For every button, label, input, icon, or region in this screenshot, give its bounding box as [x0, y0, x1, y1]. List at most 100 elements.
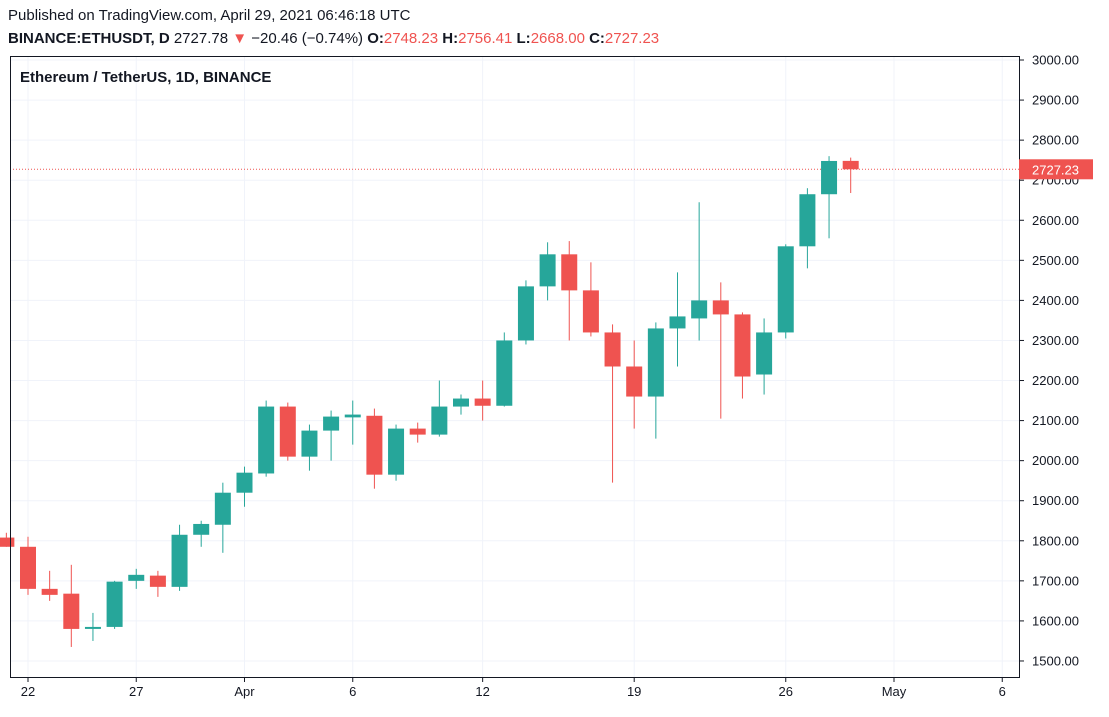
down-arrow-icon: ▼: [232, 30, 248, 47]
candle-down[interactable]: [20, 536, 36, 595]
candle-down[interactable]: [41, 570, 58, 601]
candle-up[interactable]: [214, 482, 231, 553]
candle-up[interactable]: [777, 244, 794, 339]
grid-lines: [10, 56, 1019, 677]
low-value: 2668.00: [530, 30, 585, 47]
quote-line: BINANCE:ETHUSDT, D 2727.78 ▼ −20.46 (−0.…: [8, 30, 659, 47]
candle-up[interactable]: [647, 322, 664, 439]
candle-down[interactable]: [279, 402, 296, 461]
candle-up[interactable]: [236, 466, 253, 507]
y-tick-label: 2000.00: [1032, 453, 1079, 468]
candle-up[interactable]: [323, 410, 340, 461]
candle-up[interactable]: [453, 394, 469, 415]
x-axis[interactable]: 22 27 Apr 6 12 19 26 May 6: [21, 677, 1006, 699]
candle-up[interactable]: [496, 332, 513, 407]
candle-up[interactable]: [106, 580, 123, 629]
y-tick-label: 2200.00: [1032, 373, 1079, 388]
candle-body: [734, 314, 751, 377]
y-axis[interactable]: 1500.00 1600.00 1700.00 1800.00 1900.00 2000.…: [1019, 53, 1079, 669]
close-value: 2727.23: [604, 30, 660, 47]
last-price-badge-bg: [1019, 159, 1093, 180]
candle-body: [842, 160, 859, 170]
candle-body: [777, 246, 794, 333]
candle-body: [799, 194, 816, 247]
candle-down[interactable]: [474, 380, 491, 421]
candle-down[interactable]: [712, 282, 729, 419]
y-tick-label: 2500.00: [1032, 253, 1079, 268]
symbol-label[interactable]: BINANCE:ETHUSDT, D: [8, 30, 170, 47]
candle-body: [647, 328, 664, 397]
candle-body: [128, 574, 145, 581]
y-tick-label: 3000.00: [1032, 53, 1079, 68]
candle-down[interactable]: [149, 570, 166, 597]
candle-body: [63, 593, 80, 629]
candle-up[interactable]: [669, 272, 686, 367]
candle-up[interactable]: [799, 188, 816, 269]
x-tick-label: 6: [999, 684, 1006, 699]
candle-body: [193, 523, 210, 535]
candle-up[interactable]: [539, 242, 556, 301]
y-tick-label: 1900.00: [1032, 493, 1079, 508]
y-tick-label: 2600.00: [1032, 213, 1079, 228]
candle-body: [236, 472, 253, 493]
candle-body: [366, 415, 383, 475]
candle-down[interactable]: [626, 340, 643, 429]
candle-up[interactable]: [388, 424, 405, 481]
x-tick-label: 19: [627, 684, 641, 699]
open-value: 2748.23: [383, 30, 439, 47]
candle-up[interactable]: [301, 424, 318, 471]
published-caption: Published on TradingView.com, April 29, …: [8, 7, 411, 24]
x-tick-label: 27: [129, 684, 143, 699]
candle-down[interactable]: [734, 312, 751, 399]
high-key: H:: [442, 30, 459, 47]
plot-border: [10, 56, 1020, 678]
last-price-badge: 2727.23: [1019, 159, 1093, 180]
x-tick-label: 22: [21, 684, 35, 699]
candles[interactable]: [0, 156, 859, 647]
candle-up[interactable]: [171, 524, 188, 591]
candle-down[interactable]: [366, 408, 383, 489]
candle-up[interactable]: [258, 400, 275, 477]
last-price-badge-text: 2727.23: [1032, 162, 1079, 177]
candle-up[interactable]: [193, 520, 210, 547]
candle-up[interactable]: [821, 156, 838, 239]
candle-body: [171, 534, 188, 587]
candle-body: [517, 286, 534, 341]
x-tick-label: 26: [779, 684, 793, 699]
candle-up[interactable]: [344, 400, 361, 445]
candle-up[interactable]: [84, 612, 101, 641]
candle-body: [431, 406, 448, 435]
candle-down[interactable]: [842, 157, 859, 194]
candle-body: [474, 398, 491, 406]
y-tick-label: 1800.00: [1032, 533, 1079, 548]
candle-down[interactable]: [561, 241, 578, 341]
y-tick-label: 1700.00: [1032, 573, 1079, 588]
candle-body: [604, 332, 621, 367]
candle-body: [323, 416, 340, 431]
candle-up[interactable]: [128, 568, 145, 589]
candle-down[interactable]: [0, 532, 15, 547]
x-tick-label: 12: [475, 684, 489, 699]
candle-body: [20, 546, 36, 589]
candle-body: [756, 332, 773, 375]
y-tick-label: 2400.00: [1032, 293, 1079, 308]
candle-body: [388, 428, 405, 475]
candle-body: [496, 340, 513, 406]
candle-down[interactable]: [409, 422, 426, 443]
high-value: 2756.41: [458, 30, 513, 47]
candle-up[interactable]: [691, 202, 708, 341]
candle-up[interactable]: [756, 318, 773, 395]
candle-body: [84, 626, 101, 629]
candle-down[interactable]: [582, 262, 599, 337]
candle-up[interactable]: [431, 380, 448, 437]
candle-up[interactable]: [517, 280, 534, 345]
low-key: L:: [516, 30, 531, 47]
candle-down[interactable]: [604, 324, 621, 483]
x-tick-label: 6: [349, 684, 356, 699]
candle-body: [561, 254, 578, 291]
x-tick-label: May: [882, 684, 907, 699]
candle-body: [149, 575, 166, 587]
candle-down[interactable]: [63, 564, 80, 647]
candle-body: [582, 290, 599, 333]
